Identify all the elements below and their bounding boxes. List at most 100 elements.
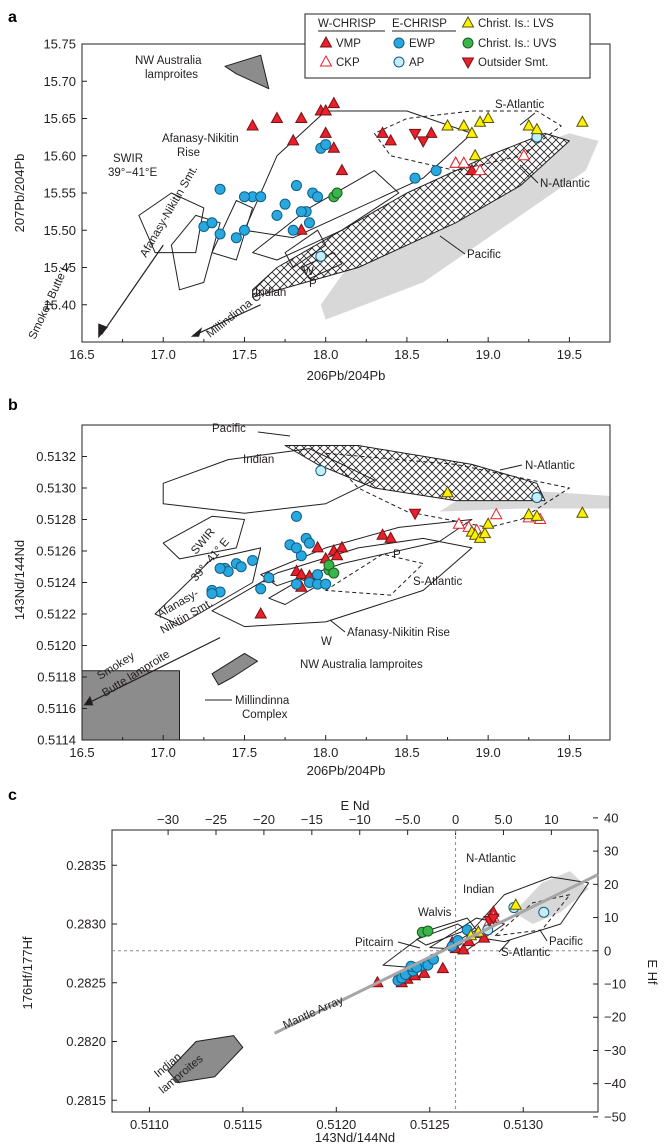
annotation: P bbox=[309, 278, 317, 290]
data-point bbox=[214, 562, 226, 574]
y-tick-label: 0.5118 bbox=[37, 670, 76, 685]
annotation-swir: 39°−41°E bbox=[108, 167, 157, 179]
field-nw-australia bbox=[224, 54, 270, 90]
arrow-head bbox=[190, 327, 203, 337]
right-tick-label: 20 bbox=[604, 877, 618, 892]
y-tick-label: 0.2825 bbox=[66, 975, 106, 990]
data-point bbox=[206, 217, 218, 229]
data-point bbox=[335, 540, 349, 553]
leader-line bbox=[498, 939, 511, 953]
x-axis-label: 206Pb/204Pb bbox=[307, 763, 386, 778]
data-point bbox=[430, 165, 442, 177]
y-tick-label: 0.5120 bbox=[36, 638, 76, 653]
y-tick-label: 0.2830 bbox=[66, 917, 106, 932]
data-point bbox=[315, 465, 327, 477]
data-point bbox=[255, 191, 267, 203]
annotation: W bbox=[321, 636, 332, 648]
annotation: Pacific bbox=[549, 936, 583, 948]
y-tick-label: 0.5126 bbox=[36, 544, 76, 559]
data-point bbox=[481, 517, 495, 529]
data-point bbox=[486, 913, 500, 926]
annotation-afanasy-nikitin-rise: Rise bbox=[177, 147, 200, 159]
annotation-millindinna: Millindinna C. bbox=[204, 288, 266, 340]
data-point bbox=[509, 898, 523, 910]
field-pacific bbox=[284, 445, 546, 502]
data-point bbox=[417, 966, 431, 978]
legend-label: Christ. Is.: UVS bbox=[478, 38, 557, 50]
top-tick-label: −15 bbox=[301, 812, 323, 827]
data-point bbox=[295, 206, 307, 218]
legend-marker bbox=[461, 57, 475, 70]
data-point bbox=[424, 126, 438, 138]
data-point bbox=[517, 148, 531, 161]
field-outline bbox=[466, 876, 590, 943]
data-point bbox=[323, 559, 335, 571]
x-tick-label: 0.5125 bbox=[410, 1117, 450, 1132]
data-point bbox=[214, 228, 226, 240]
data-point bbox=[263, 572, 275, 584]
data-point bbox=[320, 139, 332, 151]
x-tick-label: 17.0 bbox=[151, 347, 176, 362]
y-tick-label: 15.75 bbox=[43, 37, 76, 52]
data-point bbox=[452, 517, 466, 529]
panel-a-fields bbox=[138, 54, 599, 320]
data-point bbox=[312, 569, 324, 581]
y-tick-label: 0.5130 bbox=[36, 481, 76, 496]
data-point bbox=[320, 578, 332, 590]
mantle-array-line bbox=[273, 873, 599, 1035]
panel-c-fields bbox=[167, 871, 590, 1084]
field-afanasy-nikitin-smt bbox=[154, 547, 262, 626]
top-tick-label: −30 bbox=[157, 812, 179, 827]
y-axis-label: 143Nd/144Nd bbox=[12, 540, 27, 620]
data-point bbox=[376, 528, 389, 540]
data-point bbox=[522, 507, 536, 520]
data-point bbox=[319, 126, 333, 138]
annotation: S-Atlantic bbox=[501, 947, 550, 959]
y-tick-label: 0.5114 bbox=[37, 733, 76, 748]
leader-line bbox=[519, 164, 539, 184]
data-point bbox=[328, 567, 340, 579]
legend-marker bbox=[319, 35, 333, 48]
field-pacific bbox=[252, 132, 570, 298]
panel-c-axes: 0.5110 0.5115 0.5120 0.5125 0.5130 0.2815 0.28… bbox=[66, 810, 626, 1132]
data-point bbox=[294, 111, 308, 123]
annotation: Indian bbox=[255, 287, 286, 299]
data-point bbox=[327, 96, 341, 109]
top-tick-label: −20 bbox=[253, 812, 275, 827]
data-point bbox=[271, 209, 283, 221]
top-tick-label: −5.0 bbox=[395, 812, 421, 827]
right-tick-label: 40 bbox=[604, 810, 618, 825]
data-point bbox=[206, 588, 218, 600]
annotation: N-Atlantic bbox=[525, 460, 575, 472]
x-tick-label: 18.0 bbox=[313, 745, 338, 760]
data-point bbox=[481, 111, 495, 123]
data-point bbox=[408, 508, 422, 521]
panel-b-points bbox=[206, 465, 589, 619]
leader-line bbox=[499, 464, 523, 471]
data-point bbox=[246, 118, 259, 131]
field-walvis bbox=[284, 229, 327, 268]
leader-line bbox=[397, 941, 421, 949]
x-tick-label: 18.5 bbox=[394, 745, 419, 760]
top-tick-label: −25 bbox=[205, 812, 227, 827]
x-axis-label: 206Pb/204Pb bbox=[307, 368, 386, 383]
field-n-atlantic bbox=[320, 133, 599, 320]
field-afanasy-nikitin-rise bbox=[211, 537, 473, 628]
right-tick-label: −50 bbox=[604, 1109, 626, 1124]
data-point bbox=[441, 118, 454, 131]
legend-marker bbox=[319, 54, 333, 67]
field-swir bbox=[138, 192, 205, 254]
annotation: W bbox=[303, 266, 314, 278]
plot-frame bbox=[111, 829, 599, 1113]
data-point bbox=[286, 133, 300, 146]
data-point bbox=[530, 122, 544, 135]
data-point bbox=[449, 156, 463, 168]
field-swir bbox=[162, 515, 245, 560]
data-point bbox=[214, 183, 226, 195]
field-s-atlantic bbox=[325, 553, 424, 596]
legend-marker bbox=[462, 37, 474, 49]
data-point bbox=[384, 133, 398, 146]
annotation-nw-australia: lamproites bbox=[145, 69, 198, 81]
annotation: Indian bbox=[243, 454, 274, 466]
arrow-smokey-butte bbox=[86, 637, 221, 705]
